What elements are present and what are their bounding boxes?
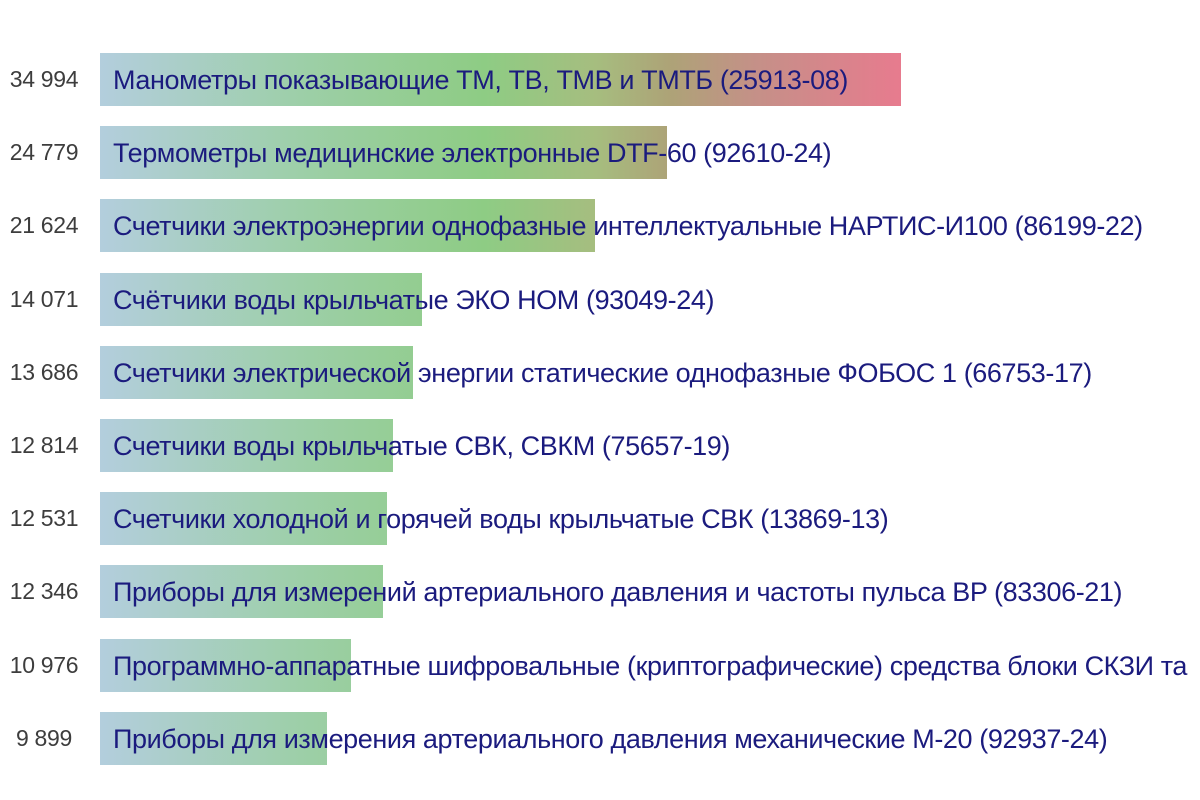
bar-category-label: Счётчики воды крыльчатые ЭКО НОМ (93049-… bbox=[113, 285, 715, 315]
bar-row: 13 686 Счетчики электрической энергии ст… bbox=[0, 346, 1200, 399]
bar-row: 12 531 Счетчики холодной и горячей воды … bbox=[0, 492, 1200, 545]
bar-value-label: 12 814 bbox=[9, 432, 79, 458]
bar[interactable] bbox=[100, 639, 351, 692]
bar[interactable] bbox=[100, 419, 393, 472]
bar[interactable] bbox=[100, 492, 387, 545]
bar[interactable] bbox=[100, 346, 413, 399]
bar[interactable] bbox=[100, 273, 422, 326]
bar-value-label: 21 624 bbox=[9, 212, 79, 238]
bar-row: 12 814 Счетчики воды крыльчатые СВК, СВК… bbox=[0, 419, 1200, 472]
bar-row: 24 779 Термометры медицинские электронны… bbox=[0, 126, 1200, 179]
bar-value-label: 24 779 bbox=[9, 139, 79, 165]
bar-category-label: Термометры медицинские электронные DTF-6… bbox=[113, 138, 832, 168]
bar[interactable] bbox=[100, 126, 667, 179]
bar[interactable] bbox=[100, 712, 327, 765]
bar-value-label: 9 899 bbox=[15, 725, 73, 751]
bar-row: 34 994 Манометры показывающие ТМ, ТВ, ТМ… bbox=[0, 53, 1200, 106]
bar-row: 21 624 Счетчики электроэнергии однофазны… bbox=[0, 199, 1200, 252]
bar-value-label: 12 346 bbox=[9, 578, 79, 604]
bar-category-label: Счетчики электроэнергии однофазные интел… bbox=[113, 211, 1143, 241]
bar-row: 10 976 Программно-аппаратные шифровальны… bbox=[0, 639, 1200, 692]
bar-row: 12 346 Приборы для измерений артериально… bbox=[0, 565, 1200, 618]
bar-value-label: 14 071 bbox=[9, 286, 79, 312]
bar-value-label: 13 686 bbox=[9, 359, 79, 385]
bar[interactable] bbox=[100, 199, 595, 252]
bar-value-label: 10 976 bbox=[9, 652, 79, 678]
bar[interactable] bbox=[100, 565, 383, 618]
bar-value-label: 34 994 bbox=[9, 66, 79, 92]
bar-category-label: Программно-аппаратные шифровальные (крип… bbox=[113, 651, 1187, 681]
bar-category-label: Приборы для измерений артериального давл… bbox=[113, 577, 1123, 607]
bar[interactable] bbox=[100, 53, 901, 106]
bar-category-label: Приборы для измерения артериального давл… bbox=[113, 724, 1108, 754]
bar-category-label: Манометры показывающие ТМ, ТВ, ТМВ и ТМТ… bbox=[113, 65, 848, 95]
bar-category-label: Счетчики электрической энергии статическ… bbox=[113, 358, 1092, 388]
bar-row: 9 899 Приборы для измерения артериальног… bbox=[0, 712, 1200, 765]
bar-value-label: 12 531 bbox=[9, 505, 79, 531]
bar-category-label: Счетчики воды крыльчатые СВК, СВКМ (7565… bbox=[113, 431, 731, 461]
bar-row: 14 071 Счётчики воды крыльчатые ЭКО НОМ … bbox=[0, 273, 1200, 326]
bar-category-label: Счетчики холодной и горячей воды крыльча… bbox=[113, 504, 889, 534]
